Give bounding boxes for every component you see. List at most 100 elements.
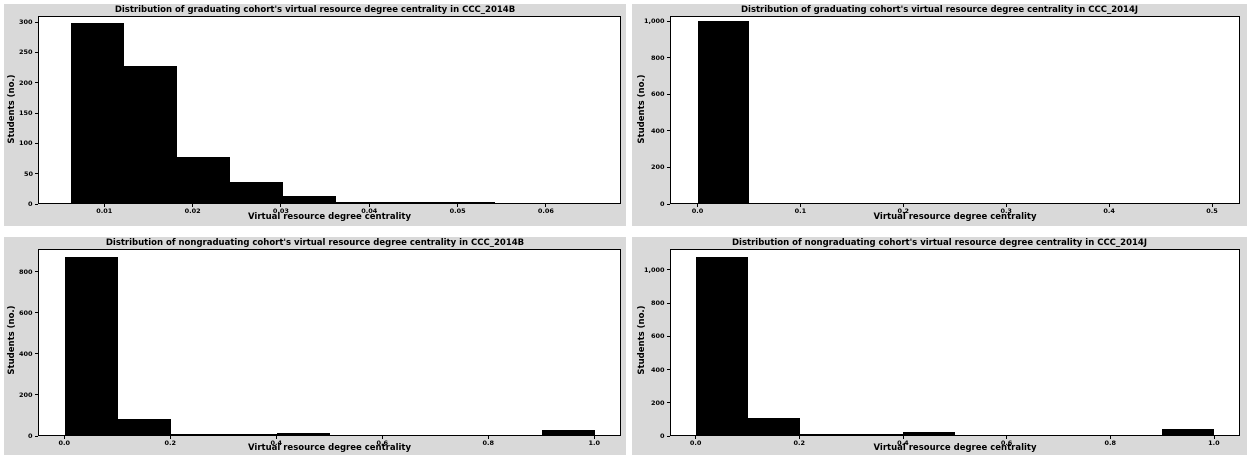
y-tick-mark	[667, 302, 670, 304]
y-tick-mark	[35, 173, 38, 175]
histogram-bar	[176, 157, 230, 204]
chart-title: Distribution of nongraduating cohort's v…	[732, 238, 1147, 248]
histogram-bar	[547, 203, 601, 204]
x-tick-mark	[1213, 436, 1215, 439]
y-tick-label: 1,000	[644, 17, 665, 26]
y-tick-mark	[667, 402, 670, 404]
x-tick-mark	[903, 204, 905, 207]
y-axis-label: Students (no.)	[637, 74, 647, 144]
histogram-bar	[800, 203, 853, 204]
x-tick-label: 0.2	[897, 207, 910, 215]
y-tick-label: 250	[19, 48, 33, 57]
y-tick-mark	[35, 435, 38, 437]
y-tick-label: 0	[660, 432, 665, 440]
y-tick-mark	[667, 335, 670, 337]
x-tick-mark	[103, 204, 105, 207]
histogram-bar	[1162, 428, 1215, 436]
y-tick-mark	[667, 435, 670, 437]
x-tick-mark	[368, 204, 370, 207]
x-tick-label: 0.4	[897, 439, 909, 447]
x-tick-label: 0.4	[270, 439, 283, 447]
plot-area	[670, 249, 1240, 436]
x-tick-label: 0.01	[96, 207, 113, 215]
y-axis-label: Students (no.)	[7, 305, 17, 375]
y-tick-label: 600	[651, 332, 665, 341]
chart-title: Distribution of nongraduating cohort's v…	[105, 238, 525, 248]
x-tick-mark	[1006, 436, 1008, 439]
x-tick-mark	[1211, 204, 1213, 207]
histogram-bar	[749, 203, 801, 204]
y-tick-label: 300	[19, 18, 33, 27]
histogram-bar	[388, 201, 442, 204]
x-tick-mark	[697, 204, 699, 207]
chart-title: Distribution of graduating cohort's virt…	[740, 5, 1139, 15]
x-tick-label: 1.0	[588, 439, 601, 447]
histogram-bar	[282, 196, 336, 204]
x-tick-label: 0.8	[482, 439, 495, 447]
x-tick-mark	[1109, 436, 1111, 439]
y-tick-label: 800	[651, 53, 665, 62]
x-tick-mark	[800, 204, 802, 207]
y-tick-label: 600	[651, 90, 665, 99]
histogram-bar	[494, 203, 548, 204]
histogram-bar	[697, 20, 750, 204]
chart-panel-graduating-ccc-2014j: Distribution of graduating cohort's virt…	[632, 4, 1247, 226]
y-axis-label: Students (no.)	[7, 74, 17, 144]
x-tick-mark	[276, 436, 277, 439]
histogram-bar	[223, 433, 277, 436]
y-tick-label: 200	[19, 78, 33, 87]
x-tick-mark	[457, 204, 459, 207]
y-tick-label: 600	[19, 308, 33, 317]
histogram-bar	[695, 257, 748, 436]
histogram-bar	[799, 434, 852, 436]
histogram-bar	[747, 417, 800, 436]
x-tick-label: 0.3	[1000, 207, 1012, 215]
x-axis-label: Virtual resource degree centrality	[247, 443, 411, 453]
plot-area	[38, 249, 621, 436]
y-tick-label: 0	[28, 200, 33, 208]
y-tick-mark	[35, 21, 38, 23]
x-tick-label: 0.04	[361, 207, 378, 215]
chart-panel-nongraduating-ccc-2014b: Distribution of nongraduating cohort's v…	[4, 237, 626, 455]
y-tick-mark	[35, 353, 38, 355]
y-tick-label: 200	[651, 398, 665, 407]
y-tick-mark	[667, 20, 670, 22]
y-tick-mark	[35, 112, 38, 114]
histogram-bar	[123, 65, 177, 204]
x-tick-label: 0.2	[164, 439, 177, 447]
y-tick-label: 400	[651, 126, 665, 135]
y-tick-label: 200	[651, 163, 665, 172]
x-tick-mark	[695, 436, 697, 439]
y-tick-label: 1,000	[644, 265, 665, 274]
histogram-bar	[1160, 203, 1213, 204]
y-tick-label: 200	[19, 390, 33, 399]
plot-area	[670, 16, 1240, 204]
histogram-bar	[70, 23, 124, 204]
y-tick-mark	[667, 369, 670, 370]
y-tick-mark	[35, 51, 38, 53]
y-tick-mark	[35, 394, 38, 396]
x-tick-mark	[799, 436, 801, 439]
y-tick-mark	[35, 203, 38, 205]
y-tick-mark	[667, 57, 670, 59]
histogram-bar	[229, 181, 283, 204]
y-tick-label: 0	[28, 432, 33, 440]
x-tick-label: 0.4	[1103, 207, 1115, 215]
x-tick-label: 1.0	[1208, 439, 1220, 447]
chart-panel-graduating-ccc-2014b: Distribution of graduating cohort's virt…	[4, 4, 626, 226]
chart-panel-nongraduating-ccc-2014j: Distribution of nongraduating cohort's v…	[632, 237, 1247, 455]
x-tick-mark	[64, 436, 65, 439]
histogram-bar	[903, 431, 955, 436]
y-tick-mark	[35, 271, 38, 273]
y-tick-label: 100	[19, 139, 33, 148]
x-tick-label: 0.05	[449, 207, 466, 215]
y-axis-label: Students (no.)	[637, 305, 647, 375]
y-tick-mark	[35, 142, 38, 144]
x-tick-mark	[594, 436, 595, 439]
x-tick-label: 0.03	[272, 207, 289, 215]
histogram-bar	[276, 432, 330, 436]
x-tick-label: 0.0	[58, 439, 71, 447]
histogram-bar	[117, 419, 171, 436]
chart-title: Distribution of graduating cohort's virt…	[114, 5, 516, 15]
y-tick-mark	[667, 269, 670, 271]
